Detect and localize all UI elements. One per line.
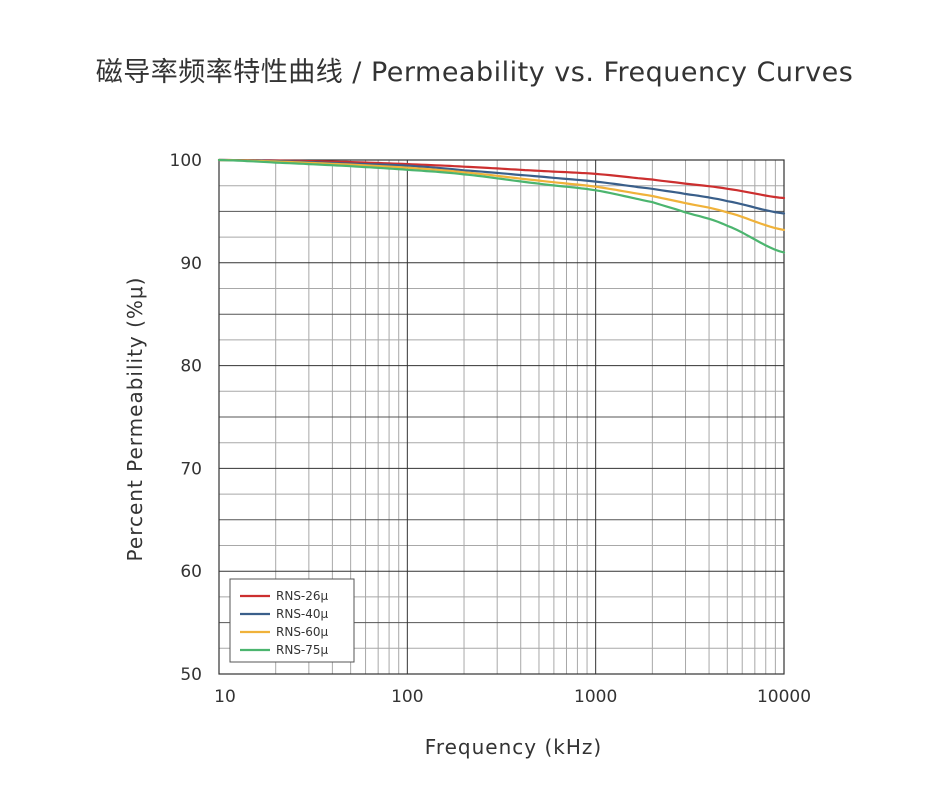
y-axis-label: Percent Permeability (%μ) [123, 277, 147, 562]
x-axis-label: Frequency (kHz) [425, 735, 602, 759]
legend-label: RNS-60μ [276, 625, 329, 639]
legend-box [229, 578, 355, 663]
y-tick-label: 50 [180, 665, 202, 685]
plot-frame [218, 159, 785, 675]
y-tick-label: 90 [180, 254, 202, 274]
series-line-4 [217, 158, 786, 254]
legend-label: RNS-40μ [276, 607, 329, 621]
legend-label: RNS-26μ [276, 589, 329, 603]
legend-label: RNS-75μ [276, 643, 329, 657]
series-line-3 [217, 158, 786, 231]
y-tick-label: 70 [180, 459, 202, 479]
x-tick-label: 1000 [574, 687, 617, 707]
x-tick-label: 10000 [757, 687, 811, 707]
chart-title: 磁导率频率特性曲线 / Permeability vs. Frequency C… [95, 57, 854, 88]
y-tick-label: 80 [180, 357, 202, 377]
y-tick-label: 60 [180, 562, 202, 582]
y-tick-label: 100 [170, 151, 202, 171]
x-tick-label: 100 [391, 687, 423, 707]
x-tick-label: 10 [214, 687, 236, 707]
